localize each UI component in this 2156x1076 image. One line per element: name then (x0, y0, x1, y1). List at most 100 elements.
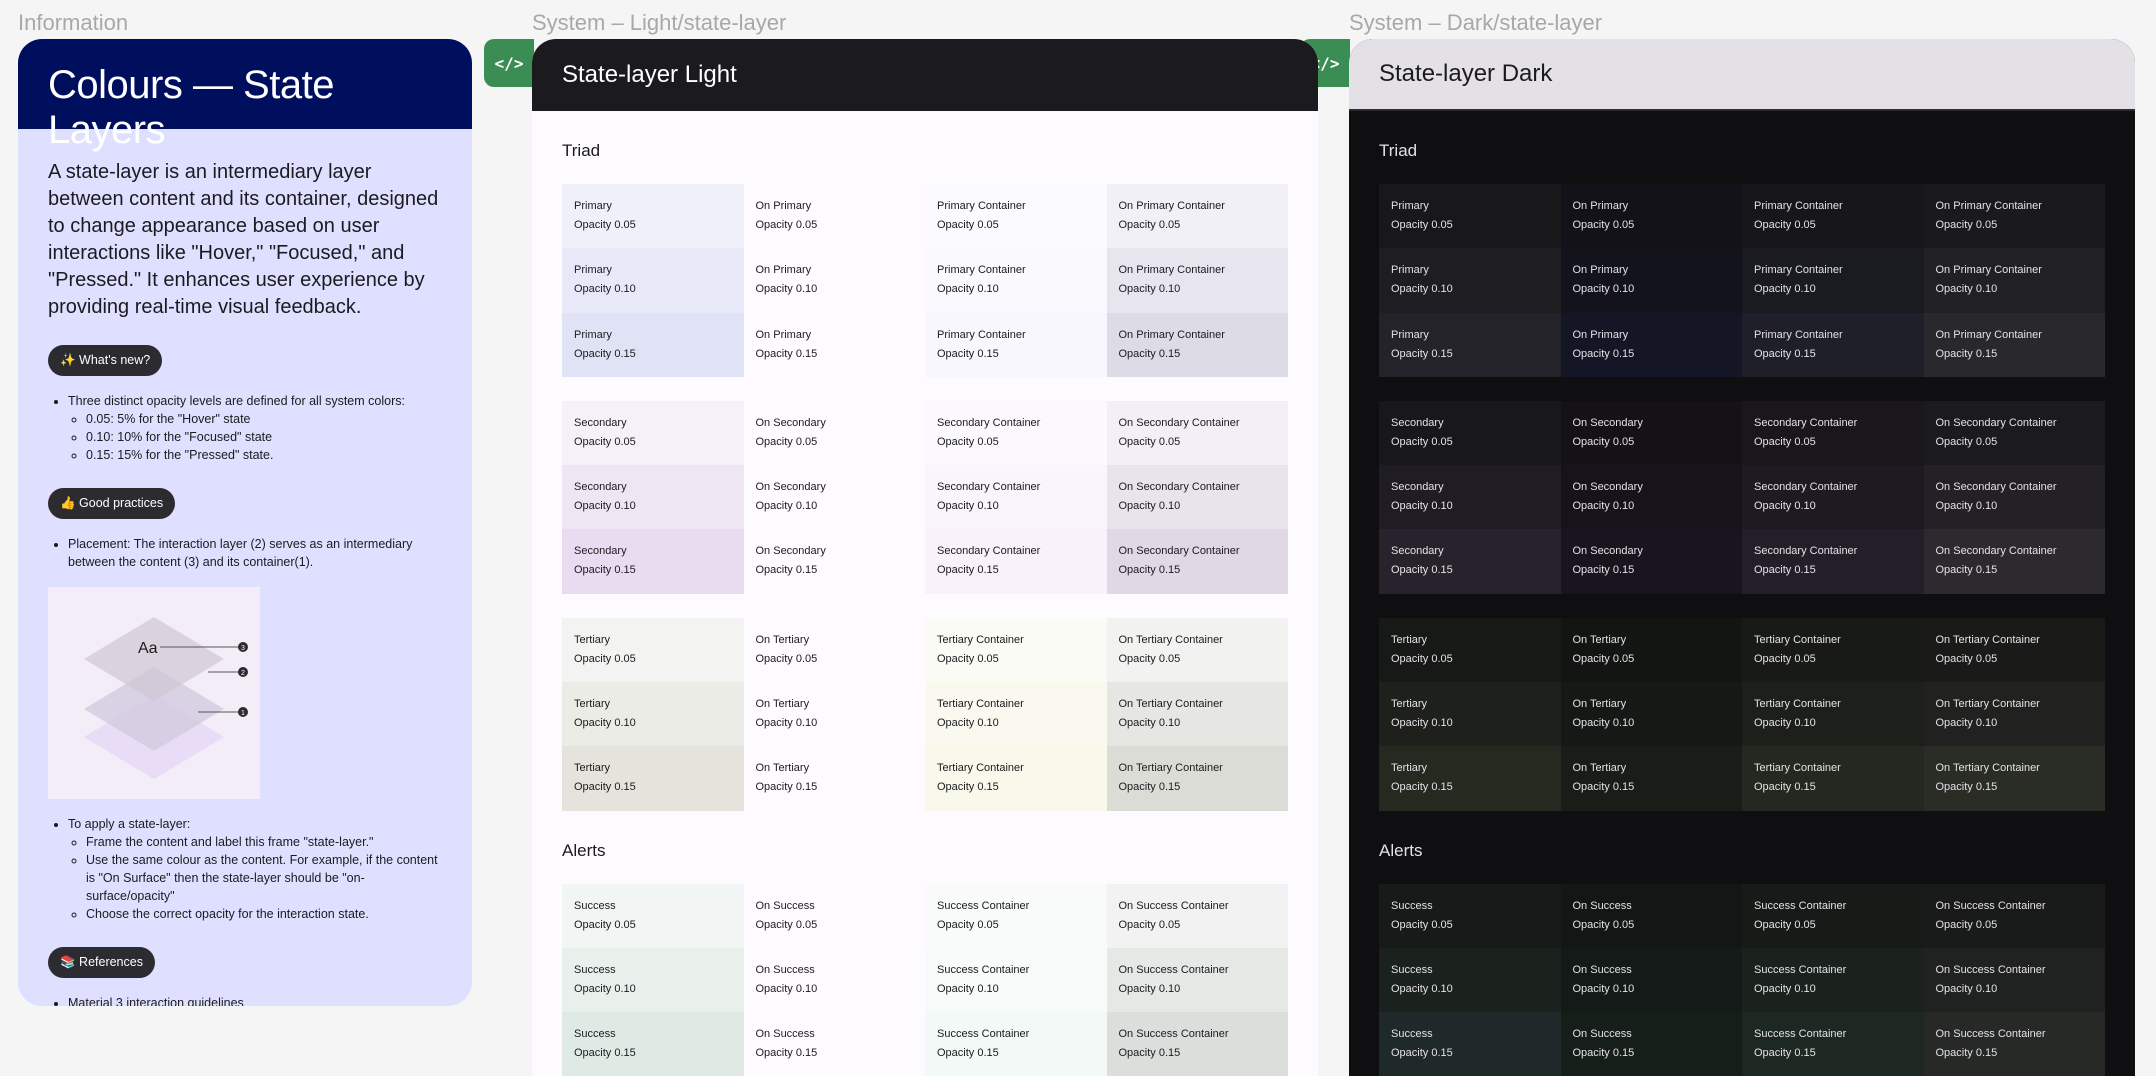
swatch-name: On Secondary (755, 416, 826, 429)
swatch-name: On Success (1572, 1028, 1632, 1041)
swatch-name: Primary (1391, 328, 1429, 341)
swatch-cell: On Secondary Opacity 0.15 (743, 529, 925, 594)
swatch-cell: On Success Container Opacity 0.15 (1923, 1012, 2105, 1076)
swatch-opacity: Opacity 0.15 (937, 564, 999, 577)
swatch-opacity: Opacity 0.10 (1572, 283, 1635, 296)
swatch-name: On Tertiary (1572, 698, 1627, 711)
list-item: Material 3 interaction guidelines (68, 994, 442, 1006)
swatch-name: On Tertiary Container (1935, 698, 2040, 711)
swatch-cell: Success Opacity 0.05 (1379, 883, 1561, 948)
list-item: Frame the content and label this frame "… (86, 833, 442, 851)
info-title: Colours — State Layers (48, 63, 334, 152)
swatch-cell: Secondary Opacity 0.05 (1379, 400, 1561, 466)
swatch-cell: Secondary Container Opacity 0.05 (925, 400, 1107, 466)
swatch-cell: Secondary Opacity 0.05 (562, 400, 744, 466)
material-guidelines-link[interactable]: Material 3 interaction guidelines (68, 996, 244, 1006)
swatch-opacity: Opacity 0.10 (1754, 717, 1816, 730)
swatch-name: Primary (1391, 200, 1429, 212)
swatch-name: Secondary Container (937, 545, 1041, 558)
swatch-name: On Secondary Container (1935, 545, 2057, 558)
swatch-opacity: Opacity 0.05 (1572, 918, 1635, 931)
swatch-name: Tertiary (574, 762, 611, 775)
color-group-grid: Tertiary Opacity 0.05 On Tertiary Opacity 0… (1379, 617, 2105, 811)
swatch-name: Tertiary (1391, 633, 1428, 646)
layers-illustration: Aa 3 2 1 (84, 617, 248, 779)
swatch-cell: On Tertiary Container Opacity 0.05 (1106, 617, 1288, 683)
swatch-name: Secondary (1391, 416, 1444, 429)
swatch-cell: Tertiary Opacity 0.15 (1379, 746, 1561, 811)
swatch-opacity: Opacity 0.10 (1391, 283, 1453, 296)
swatch-opacity: Opacity 0.10 (1572, 500, 1635, 513)
swatch-name: Success Container (937, 899, 1030, 912)
swatch-opacity: Opacity 0.15 (1118, 564, 1181, 577)
marker-1: 1 (241, 710, 245, 717)
swatch-opacity: Opacity 0.15 (574, 1047, 636, 1060)
swatch-cell: On Tertiary Container Opacity 0.05 (1923, 617, 2105, 683)
swatch-cell: Primary Opacity 0.05 (1379, 184, 1561, 249)
swatch-cell: Success Opacity 0.05 (562, 883, 744, 948)
swatch-cell: On Tertiary Container Opacity 0.15 (1106, 746, 1288, 811)
swatch-opacity: Opacity 0.10 (937, 717, 999, 730)
swatch-cell: On Success Opacity 0.05 (743, 883, 925, 948)
swatch-cell: On Secondary Opacity 0.05 (743, 400, 925, 466)
swatch-cell: Tertiary Container Opacity 0.05 (1742, 617, 1924, 683)
swatch-cell: On Tertiary Opacity 0.05 (1560, 617, 1742, 683)
swatch-opacity: Opacity 0.15 (1754, 347, 1816, 360)
swatch-opacity: Opacity 0.10 (937, 500, 999, 513)
swatch-opacity: Opacity 0.10 (574, 500, 636, 513)
swatch-name: Secondary (574, 545, 627, 558)
swatch-opacity: Opacity 0.10 (755, 283, 818, 296)
frame-label-dark: System – Dark/state-layer (1349, 10, 1603, 35)
swatch-opacity: Opacity 0.15 (1572, 347, 1635, 360)
swatch-cell: On Secondary Container Opacity 0.15 (1923, 529, 2105, 594)
swatch-name: On Primary Container (1935, 328, 2042, 341)
swatch-name: On Primary (755, 264, 812, 277)
swatch-cell: Success Container Opacity 0.05 (925, 883, 1107, 948)
swatch-cell: On Tertiary Opacity 0.15 (1560, 746, 1742, 811)
swatch-cell: Primary Opacity 0.10 (562, 248, 744, 313)
swatch-cell: Tertiary Opacity 0.05 (562, 617, 744, 683)
swatch-cell: Secondary Container Opacity 0.05 (1742, 400, 1924, 466)
swatch-name: Success (1391, 1028, 1433, 1041)
swatch-cell: On Tertiary Opacity 0.05 (743, 617, 925, 683)
swatch-cell: On Secondary Opacity 0.10 (743, 465, 925, 530)
swatch-opacity: Opacity 0.05 (1118, 219, 1181, 231)
swatch-opacity: Opacity 0.05 (1572, 435, 1635, 448)
code-icon[interactable]: </> (484, 39, 534, 87)
swatch-name: On Tertiary Container (1935, 633, 2040, 646)
swatch-cell: On Secondary Opacity 0.10 (1560, 465, 1742, 530)
swatch-opacity: Opacity 0.10 (1935, 982, 1998, 995)
swatch-name: On Primary Container (1118, 328, 1225, 341)
swatch-opacity: Opacity 0.10 (755, 717, 818, 730)
swatch-name: On Success Container (1118, 963, 1229, 976)
swatch-name: On Secondary (755, 481, 826, 494)
swatch-opacity: Opacity 0.15 (1572, 781, 1635, 794)
swatch-opacity: Opacity 0.15 (937, 347, 999, 360)
color-group-grid: Primary Opacity 0.05 On Primary Opacity 0.0… (1379, 184, 2105, 377)
swatch-cell: Tertiary Container Opacity 0.15 (1742, 746, 1924, 811)
swatch-name: On Tertiary Container (1935, 762, 2040, 775)
swatch-opacity: Opacity 0.15 (1935, 1047, 1998, 1060)
panel-title: State-layer Dark (1379, 60, 1553, 87)
swatch-opacity: Opacity 0.05 (1754, 918, 1816, 931)
swatch-cell: Primary Opacity 0.10 (1379, 248, 1561, 313)
swatch-name: Secondary (1391, 481, 1444, 494)
apply-list: To apply a state-layer: Frame the conten… (48, 815, 442, 923)
swatch-name: On Secondary (1572, 481, 1643, 494)
swatch-name: Success Container (937, 963, 1030, 976)
swatch-opacity: Opacity 0.15 (1118, 347, 1181, 360)
swatch-opacity: Opacity 0.05 (574, 918, 636, 931)
swatch-opacity: Opacity 0.05 (937, 918, 999, 931)
information-panel: Colours — State Layers A state-layer is … (18, 39, 472, 1006)
swatch-name: On Success Container (1118, 1028, 1229, 1041)
swatch-opacity: Opacity 0.05 (1391, 219, 1453, 231)
swatch-name: Tertiary (574, 698, 611, 711)
swatch-opacity: Opacity 0.15 (1391, 1047, 1453, 1060)
swatch-cell: Tertiary Container Opacity 0.15 (925, 746, 1107, 811)
swatch-name: On Secondary Container (1118, 416, 1240, 429)
swatch-name: Tertiary Container (937, 762, 1024, 775)
swatch-name: Tertiary Container (937, 633, 1024, 646)
swatch-name: On Success (755, 1028, 815, 1041)
swatch-opacity: Opacity 0.15 (1935, 781, 1998, 794)
swatch-name: Secondary Container (937, 481, 1041, 494)
